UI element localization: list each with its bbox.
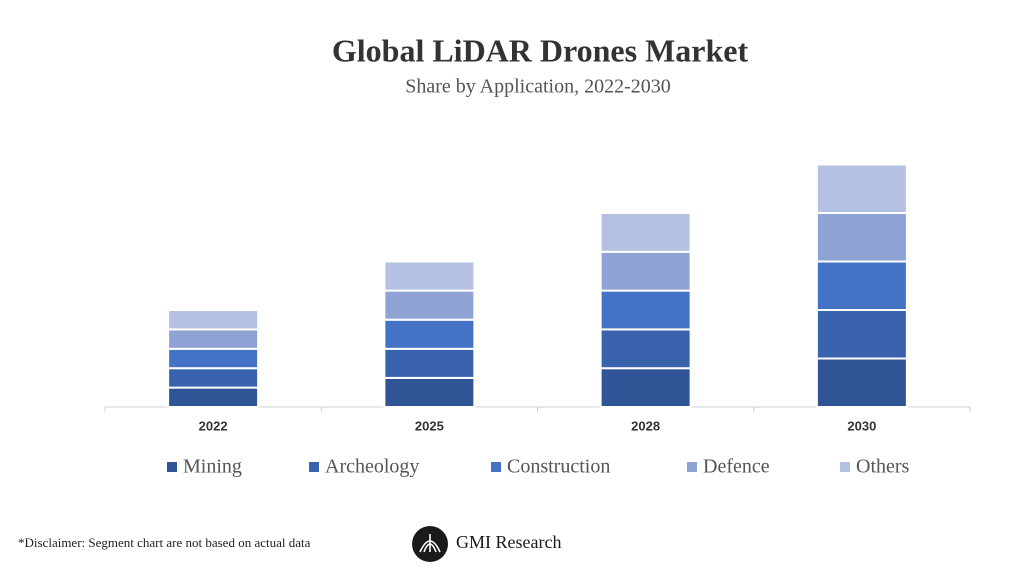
bar-segment (599, 289, 692, 331)
bar-segment (167, 386, 260, 409)
bar-segment (599, 367, 692, 409)
bar-segment (599, 212, 692, 253)
legend-swatch (167, 462, 177, 472)
bar-segment (599, 328, 692, 370)
brand-name: GMI Research (456, 532, 561, 552)
logo-icon (419, 534, 441, 553)
legend-label: Defence (703, 456, 770, 478)
bar-segment (383, 347, 476, 379)
x-tick-label: 2025 (415, 418, 444, 433)
bar-segment (815, 260, 908, 311)
bar-segment (167, 309, 260, 331)
legend-label: Mining (183, 456, 242, 478)
x-tick-label: 2028 (631, 418, 660, 433)
bar-segment (167, 367, 260, 389)
disclaimer: *Disclaimer: Segment chart are not based… (18, 535, 311, 550)
legend-swatch (491, 462, 501, 472)
brand-logo (412, 526, 448, 562)
chart-title: Global LiDAR Drones Market (332, 32, 749, 68)
x-tick-label: 2030 (847, 418, 876, 433)
chart-subtitle: Share by Application, 2022-2030 (405, 76, 671, 98)
bar-segment (383, 289, 476, 321)
legend-swatch (687, 462, 697, 472)
bar-segment (167, 328, 260, 350)
bar-segment (815, 163, 908, 214)
legend-label: Construction (507, 456, 610, 478)
bar-segment (167, 347, 260, 370)
legend-swatch (309, 462, 319, 472)
bar-segment (383, 318, 476, 350)
bar-segment (815, 212, 908, 263)
bar-segment (383, 376, 476, 408)
bar-segment (383, 260, 476, 292)
bar-segment (815, 309, 908, 360)
legend-label: Archeology (325, 456, 419, 478)
bar-segment (599, 250, 692, 292)
legend-swatch (840, 462, 850, 472)
x-tick-label: 2022 (199, 418, 228, 433)
legend-label: Others (856, 456, 910, 478)
bar-segment (815, 357, 908, 408)
